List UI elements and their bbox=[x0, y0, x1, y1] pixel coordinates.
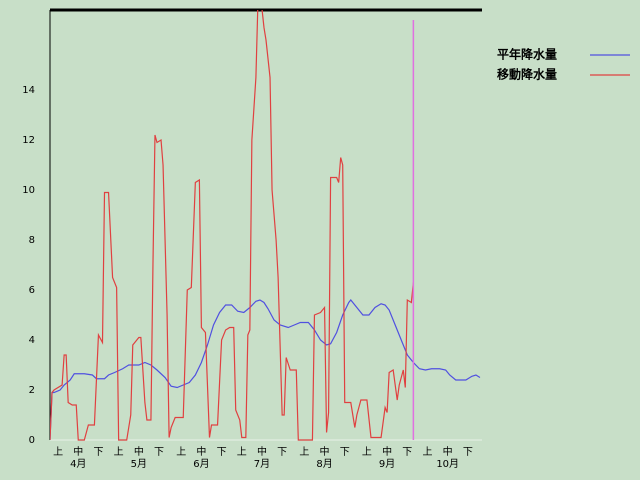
x-tick-label: 下 bbox=[217, 447, 227, 458]
x-tick-label: 上 bbox=[362, 446, 372, 458]
month-label: 7月 bbox=[254, 458, 270, 470]
x-tick-label: 上 bbox=[53, 446, 63, 458]
y-tick-label: 14 bbox=[22, 85, 35, 96]
x-tick-label: 中 bbox=[73, 445, 83, 458]
series-line bbox=[50, 10, 414, 441]
x-tick-label: 下 bbox=[93, 447, 103, 458]
month-label: 4月 bbox=[70, 458, 86, 470]
legend-label: 移動降水量 bbox=[497, 67, 557, 82]
month-label: 5月 bbox=[131, 458, 147, 470]
x-tick-label: 下 bbox=[463, 447, 473, 458]
month-label: 8月 bbox=[316, 458, 332, 470]
x-tick-label: 中 bbox=[257, 445, 267, 458]
x-tick-label: 上 bbox=[237, 446, 247, 458]
series-line bbox=[50, 299, 481, 441]
plot-area bbox=[50, 10, 481, 441]
legend-label: 平年降水量 bbox=[497, 47, 557, 62]
x-tick-label: 下 bbox=[154, 447, 164, 458]
y-tick-label: 0 bbox=[29, 435, 35, 446]
month-label: 9月 bbox=[379, 458, 395, 470]
y-tick-label: 2 bbox=[29, 385, 35, 396]
y-tick-label: 4 bbox=[29, 335, 35, 346]
x-tick-label: 下 bbox=[277, 447, 287, 458]
x-tick-label: 上 bbox=[299, 446, 309, 458]
x-tick-label: 中 bbox=[196, 445, 206, 458]
y-tick-label: 10 bbox=[22, 185, 35, 196]
x-tick-label: 下 bbox=[340, 447, 350, 458]
x-tick-label: 上 bbox=[114, 446, 124, 458]
x-tick-label: 下 bbox=[402, 447, 412, 458]
month-label: 6月 bbox=[193, 458, 209, 470]
y-tick-label: 12 bbox=[22, 135, 35, 146]
x-tick-label: 中 bbox=[320, 445, 330, 458]
x-tick-label: 上 bbox=[422, 446, 432, 458]
y-tick-label: 8 bbox=[29, 235, 35, 246]
month-label: 10月 bbox=[436, 458, 459, 470]
x-tick-label: 中 bbox=[134, 445, 144, 458]
x-tick-label: 中 bbox=[382, 445, 392, 458]
x-tick-label: 上 bbox=[176, 446, 186, 458]
x-tick-label: 中 bbox=[443, 445, 453, 458]
y-tick-label: 6 bbox=[29, 285, 35, 296]
